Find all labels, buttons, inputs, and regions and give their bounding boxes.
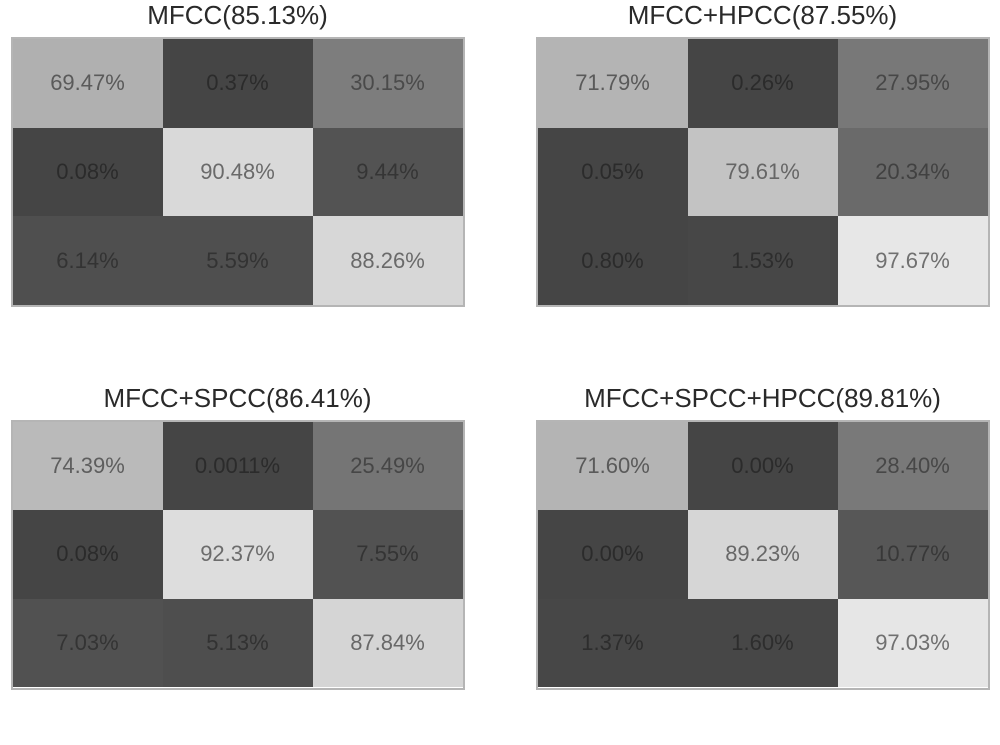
matrix-cell: 5.59% bbox=[163, 216, 313, 305]
matrix-cell: 27.95% bbox=[838, 39, 988, 128]
matrix-cell: 88.26% bbox=[313, 216, 463, 305]
matrix-cell: 9.44% bbox=[313, 128, 463, 217]
panel-mfcc-hpcc: MFCC+HPCC(87.55%) 71.79%0.26%27.95% 0.05%… bbox=[535, 0, 990, 343]
matrix-cell: 7.03% bbox=[13, 599, 163, 688]
matrix-cell: 97.03% bbox=[838, 599, 988, 688]
matrix-cell: 0.0011% bbox=[163, 422, 313, 511]
matrix-cell: 10.77% bbox=[838, 510, 988, 599]
panel-title: MFCC+SPCC+HPCC(89.81%) bbox=[584, 383, 941, 414]
panel-title: MFCC+HPCC(87.55%) bbox=[628, 0, 897, 31]
matrix-cell: 79.61% bbox=[688, 128, 838, 217]
matrix-cell: 0.08% bbox=[13, 510, 163, 599]
panel-title: MFCC+SPCC(86.41%) bbox=[103, 383, 371, 414]
matrix-cell: 74.39% bbox=[13, 422, 163, 511]
matrix-cell: 25.49% bbox=[313, 422, 463, 511]
matrix-cell: 90.48% bbox=[163, 128, 313, 217]
matrix-cell: 87.84% bbox=[313, 599, 463, 688]
matrix-cell: 0.05% bbox=[538, 128, 688, 217]
matrix-cell: 28.40% bbox=[838, 422, 988, 511]
matrix-cell: 0.26% bbox=[688, 39, 838, 128]
matrix-cell: 20.34% bbox=[838, 128, 988, 217]
confusion-matrix: 71.60%0.00%28.40%0.00%89.23%10.77%1.37%1… bbox=[536, 420, 990, 690]
matrix-cell: 0.00% bbox=[538, 510, 688, 599]
panel-mfcc: MFCC(85.13%) 69.47%0.37%30.15% 0.08%90.48… bbox=[10, 0, 465, 343]
panel-mfcc-spcc-hpcc: MFCC+SPCC+HPCC(89.81%) 71.60%0.00%28.40%… bbox=[535, 383, 990, 726]
matrix-cell: 30.15% bbox=[313, 39, 463, 128]
matrix-cell: 0.08% bbox=[13, 128, 163, 217]
matrix-cell: 71.60% bbox=[538, 422, 688, 511]
panel-mfcc-spcc: MFCC+SPCC(86.41%) 74.39%0.0011%25.49% 0.0… bbox=[10, 383, 465, 726]
matrix-cell: 89.23% bbox=[688, 510, 838, 599]
panel-title: MFCC(85.13%) bbox=[147, 0, 328, 31]
matrix-cell: 92.37% bbox=[163, 510, 313, 599]
matrix-cell: 5.13% bbox=[163, 599, 313, 688]
panels-grid: MFCC(85.13%) 69.47%0.37%30.15%0.08%90.48… bbox=[0, 0, 1000, 745]
matrix-cell: 0.37% bbox=[163, 39, 313, 128]
matrix-cell: 69.47% bbox=[13, 39, 163, 128]
matrix-cell: 1.60% bbox=[688, 599, 838, 688]
confusion-matrix: 69.47%0.37%30.15% 0.08%90.48%9.44% 6.14%5.… bbox=[11, 37, 465, 307]
matrix-cell: 97.67% bbox=[838, 216, 988, 305]
matrix-cell: 71.79% bbox=[538, 39, 688, 128]
confusion-matrix: 71.79%0.26%27.95% 0.05%79.61%20.34% 0.80%1… bbox=[536, 37, 990, 307]
matrix-cell: 7.55% bbox=[313, 510, 463, 599]
matrix-cell: 1.53% bbox=[688, 216, 838, 305]
matrix-cell: 0.80% bbox=[538, 216, 688, 305]
matrix-cell: 0.00% bbox=[688, 422, 838, 511]
confusion-matrix: 74.39%0.0011%25.49% 0.08%92.37%7.55% 7.03%… bbox=[11, 420, 465, 690]
matrix-cell: 6.14% bbox=[13, 216, 163, 305]
matrix-cell: 1.37% bbox=[538, 599, 688, 688]
